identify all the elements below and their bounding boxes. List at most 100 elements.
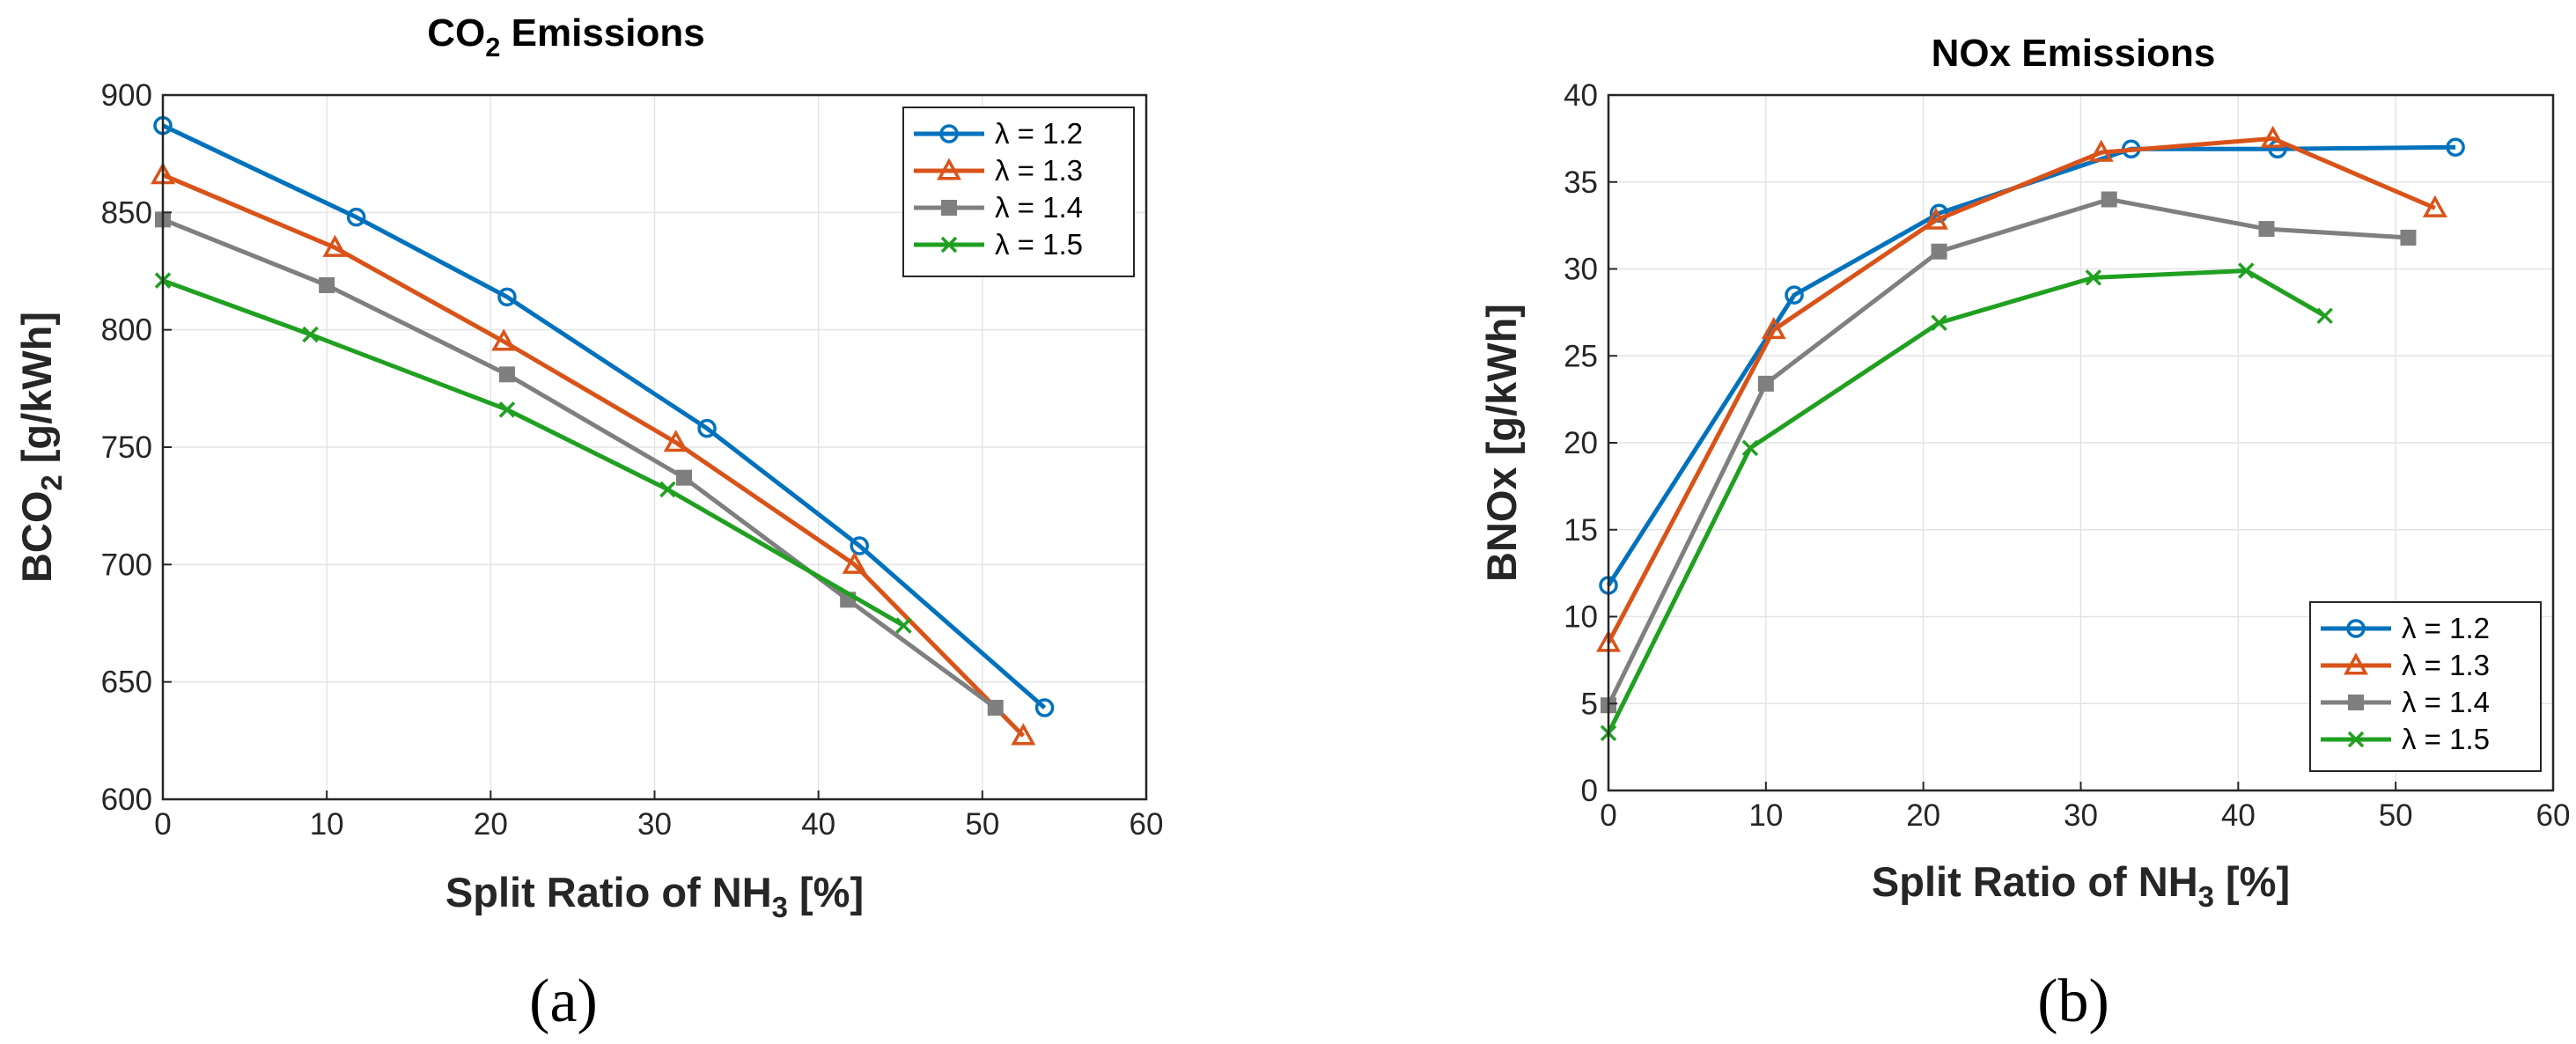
legend-label: λ = 1.5	[995, 228, 1083, 261]
data-point	[2260, 125, 2285, 148]
data-point	[322, 234, 348, 257]
x-tick-label: 60	[1130, 807, 1164, 842]
legend-entry-2: λ = 1.3	[2321, 649, 2490, 681]
data-point	[663, 430, 688, 452]
data-point	[1757, 375, 1774, 392]
x-tick-label: 50	[965, 807, 999, 842]
series-4	[154, 272, 912, 634]
legend-label: λ = 1.3	[995, 154, 1083, 187]
series-1	[153, 115, 1055, 717]
series-line	[1606, 197, 2409, 707]
panel-label-1: (a)	[529, 967, 598, 1035]
x-tick-label: 40	[801, 807, 835, 842]
y-tick-label: 15	[1564, 513, 1598, 548]
y-tick-label: 20	[1564, 426, 1598, 460]
legend-marker	[2344, 652, 2368, 675]
x-axis-label-2-sub: 3	[2198, 880, 2214, 913]
data-point	[498, 366, 515, 383]
legend-2: λ = 1.2 λ = 1.3 λ = 1.4 λ = 1.5	[2309, 601, 2542, 772]
data-point	[1785, 285, 1804, 305]
legend-label: λ = 1.2	[2402, 612, 2490, 644]
y-axis-label-1-sub: 2	[35, 474, 68, 490]
x-tick-label: 40	[2221, 798, 2256, 833]
series-line	[1606, 268, 2326, 734]
data-point	[2316, 307, 2333, 325]
legend-label: λ = 1.2	[995, 117, 1083, 150]
x-axis-label-1-sub: 3	[772, 891, 788, 923]
x-axis-label-1-main: Split Ratio of NH	[445, 869, 772, 915]
data-point	[2446, 137, 2465, 157]
y-axis-label-2-main: BNOx [g/kWh]	[1478, 304, 1525, 582]
x-axis-label-2-rest: [%]	[2214, 858, 2290, 905]
legend-label: λ = 1.3	[2402, 649, 2490, 681]
series-line	[161, 123, 1047, 709]
data-point	[1923, 207, 1948, 230]
data-point	[498, 401, 516, 418]
data-point	[1931, 314, 1947, 331]
legend-entry-3: λ = 1.4	[2321, 686, 2490, 718]
data-point	[1741, 439, 1759, 457]
data-point	[895, 617, 912, 634]
chart-title-2: NOx Emissions	[1932, 32, 2216, 75]
legend-label: λ = 1.4	[2402, 686, 2490, 718]
y-axis-label-1-rest: [g/kWh]	[13, 312, 60, 474]
y-axis-label-2: BNOx [g/kWh]	[1478, 304, 1525, 582]
legend-label: λ = 1.4	[995, 191, 1083, 224]
y-tick-label: 850	[101, 195, 152, 230]
data-point	[1011, 723, 1036, 746]
data-point	[2238, 262, 2255, 279]
legend-entry-3: λ = 1.4	[914, 191, 1083, 224]
legend-marker	[2347, 731, 2365, 748]
x-axis-label-2-main: Split Ratio of NH	[1872, 858, 2198, 905]
legend-entry-4: λ = 1.5	[914, 228, 1083, 261]
y-tick-label: 30	[1564, 253, 1598, 287]
x-axis-label-1-rest: [%]	[788, 869, 864, 915]
legend-marker	[939, 124, 959, 143]
x-tick-label: 0	[1600, 798, 1616, 833]
panel-label-2: (b)	[2037, 967, 2109, 1035]
legend-entry-2: λ = 1.3	[914, 154, 1083, 187]
data-point	[2258, 221, 2275, 238]
data-point	[850, 536, 869, 555]
y-axis-label-1: BCO2 [g/kWh]	[13, 312, 68, 583]
legend-entry-4: λ = 1.5	[2321, 723, 2490, 755]
series-line	[162, 217, 997, 710]
y-tick-label: 35	[1564, 165, 1598, 200]
legend-marker	[937, 158, 961, 180]
series-line	[1606, 136, 2436, 644]
data-point	[2101, 191, 2117, 208]
data-point	[319, 277, 335, 293]
legend-1: λ = 1.2 λ = 1.3 λ = 1.4 λ = 1.5	[902, 107, 1135, 277]
x-tick-label: 30	[637, 807, 672, 842]
x-tick-label: 20	[474, 807, 508, 842]
series-2	[151, 162, 1036, 746]
legend-marker	[941, 200, 957, 216]
series-line	[162, 173, 1026, 738]
chart-1: 0 10 20 30 40 50 60 600 650 700 750 800 850 900 λ = 1.…	[13, 11, 1163, 1035]
data-point	[659, 481, 676, 498]
x-axis-label-1: Split Ratio of NH3 [%]	[445, 869, 864, 923]
data-point	[697, 418, 717, 438]
legend-label: λ = 1.5	[2402, 723, 2490, 755]
chart-title-1: CO2 Emissions	[427, 11, 704, 62]
y-tick-label: 900	[101, 78, 152, 113]
y-tick-label: 0	[1581, 774, 1598, 808]
data-point	[497, 287, 517, 307]
y-tick-label: 750	[101, 430, 152, 465]
y-tick-label: 25	[1564, 339, 1598, 373]
y-tick-label: 5	[1581, 687, 1598, 721]
series-2	[1596, 125, 2447, 652]
data-point	[676, 469, 693, 486]
data-point	[987, 700, 1004, 716]
chart-title-2-main: NOx Emissions	[1932, 32, 2216, 75]
chart-title-1-rest: Emissions	[500, 11, 704, 55]
data-point	[2088, 139, 2114, 162]
y-tick-label: 650	[101, 665, 152, 700]
data-point	[1034, 698, 1055, 717]
x-tick-label: 10	[310, 807, 344, 842]
chart-title-1-main: CO	[427, 11, 485, 55]
y-tick-label: 600	[101, 783, 152, 817]
y-axis-label-1-main: BCO	[13, 491, 60, 583]
